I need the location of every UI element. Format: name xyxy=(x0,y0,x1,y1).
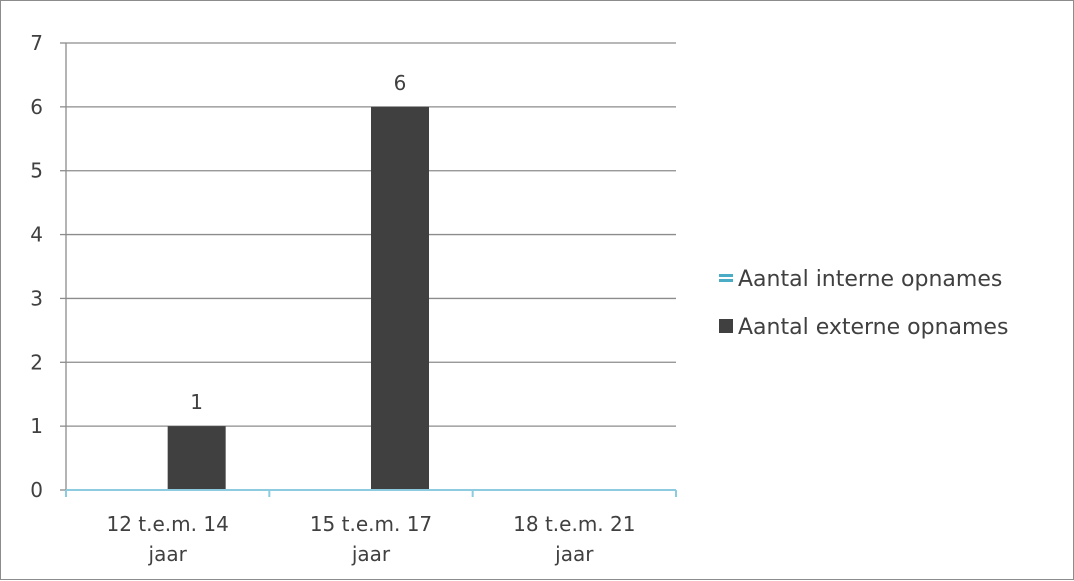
y-tick-label-4: 4 xyxy=(30,223,43,247)
y-tick-label-3: 3 xyxy=(30,286,43,310)
x-category-label-1: 15 t.e.m. 17 jaar xyxy=(310,512,432,566)
x-category-label-2: 18 t.e.m. 21 jaar xyxy=(513,512,635,566)
bar-extern-0 xyxy=(167,426,226,490)
y-tick-label-1: 1 xyxy=(30,414,43,438)
x-category-label-0: 12 t.e.m. 14 jaar xyxy=(107,512,229,566)
y-tick-label-7: 7 xyxy=(30,31,43,55)
y-tick-label-6: 6 xyxy=(30,95,43,119)
data-label-0: 1 xyxy=(190,390,203,414)
legend-label-intern: Aantal interne opnames xyxy=(738,267,1002,292)
y-tick-label-5: 5 xyxy=(30,159,43,183)
y-tick-label-2: 2 xyxy=(30,350,43,374)
bar-extern-1 xyxy=(371,106,429,490)
legend-swatch-intern xyxy=(719,274,733,277)
data-label-1: 6 xyxy=(394,71,407,95)
y-tick-label-0: 0 xyxy=(30,478,43,502)
legend-swatch-extern xyxy=(719,319,733,333)
legend-label-extern: Aantal externe opnames xyxy=(738,315,1008,340)
legend-swatch-intern-lower xyxy=(719,279,733,282)
